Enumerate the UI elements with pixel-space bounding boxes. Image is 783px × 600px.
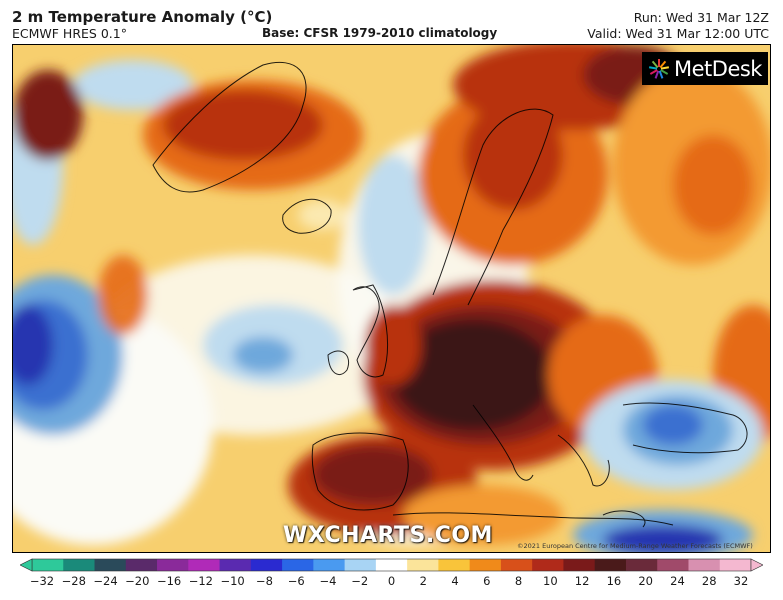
colorbar-tick-label: −28 [61,574,86,588]
color-scale-bar [20,558,763,572]
colorbar-segment [250,559,283,571]
colorbar-segment [688,559,721,571]
colorbar-segment [344,559,377,571]
colorbar-segment [500,559,533,571]
colorbar-segment [407,559,439,571]
colorbar-tick-label: −2 [351,574,369,588]
colorbar-tick-label: 8 [514,574,523,588]
colorbar-tick-label: 2 [419,574,427,588]
colorbar-segment [532,559,564,571]
colorbar-tick-label: −4 [319,574,337,588]
colorbar-tick-label: −32 [29,574,55,588]
colorbar-tick-label: 28 [701,574,717,588]
colorbar-tick-label: −16 [156,574,182,588]
anomaly-field [13,45,770,552]
wxcharts-watermark: WXCHARTS.COM [283,523,493,548]
colorbar-segment [63,559,96,571]
model-label: ECMWF HRES 0.1° [12,26,127,41]
map-canvas [13,45,770,552]
colorbar-tick-label: −8 [255,574,273,588]
colorbar-tick-label: −10 [220,574,245,588]
colorbar-segment [219,559,252,571]
colorbar-tick-label: −20 [125,574,150,588]
base-climatology-label: Base: CFSR 1979-2010 climatology [262,26,498,40]
metdesk-starburst-icon [648,58,670,79]
colorbar-tick-label: 4 [451,574,459,588]
colorbar-tick-label: −24 [93,574,118,588]
colorbar-segment [657,559,689,571]
colorbar-tick-label: −6 [287,574,305,588]
metdesk-logo-text: MetDesk [674,56,762,81]
colorbar-segment [188,559,221,571]
colorbar-segment [563,559,596,571]
colorbar-segment [625,559,658,571]
colorbar-segment [282,559,314,571]
colorbar-segment [375,559,408,571]
colorbar-tick-label: 16 [606,574,622,588]
copyright-notice: ©2021 European Centre for Medium-Range W… [517,542,753,550]
coastlines [152,61,748,528]
colorbar-tick-label: −12 [188,574,213,588]
colorbar-tick-label: 0 [387,574,396,588]
colorbar-segment [594,559,627,571]
metdesk-logo: MetDesk [642,52,768,85]
colorbar-segment [157,559,189,571]
valid-time-label: Valid: Wed 31 Mar 12:00 UTC [587,26,769,41]
colorbar-right-arrow [750,558,763,572]
colorbar-tick-label: 32 [733,574,749,588]
chart-title: 2 m Temperature Anomaly (°C) [12,8,273,26]
colorbar-tick-label: 6 [483,574,491,588]
anomaly-map[interactable]: MetDesk WXCHARTS.COM ©2021 European Cent… [12,44,771,553]
colorbar-segment [94,559,127,571]
run-time-label: Run: Wed 31 Mar 12Z [633,10,769,25]
colorbar-segment [469,559,502,571]
colorbar-tick-label: 24 [670,574,685,588]
colorbar-tick-label: 10 [543,574,558,588]
colorbar-segment [438,559,471,571]
colorbar-segment [719,559,752,571]
colorbar-segment [313,559,346,571]
colorbar-segment [125,559,158,571]
colorbar-segment [32,559,64,571]
colorbar-tick-label: 20 [638,574,653,588]
colorbar-tick-label: 12 [574,574,590,588]
colorbar-left-arrow [20,558,33,572]
